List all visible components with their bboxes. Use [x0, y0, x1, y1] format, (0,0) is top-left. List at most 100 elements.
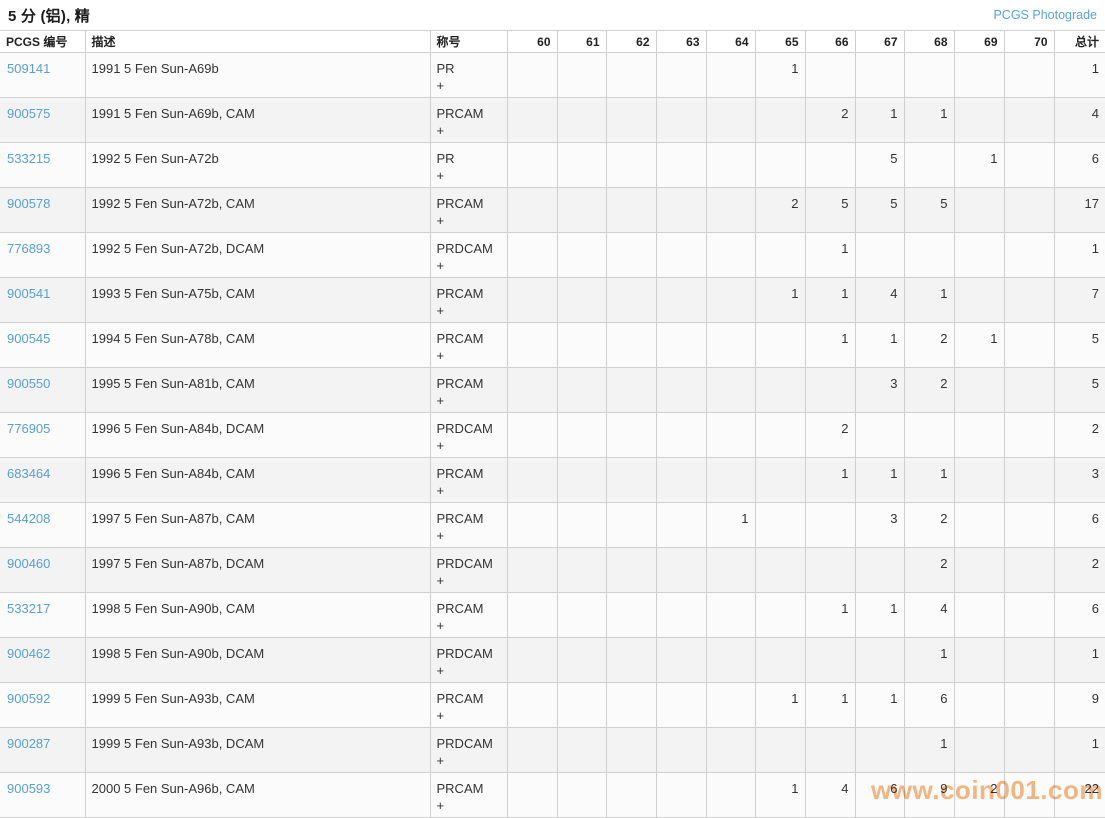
grade-62-count	[605, 97, 657, 143]
pcgs-number-cell: 533215	[0, 142, 86, 188]
grade-64-count	[705, 457, 756, 503]
designation-label: PRDCAM +	[429, 412, 508, 458]
grade-63-count	[655, 277, 707, 323]
pcgs-number-link[interactable]: 900287	[7, 736, 51, 751]
grade-63-count	[655, 637, 707, 683]
grade-60-count	[506, 412, 558, 458]
pcgs-number-link[interactable]: 900578	[7, 196, 51, 211]
grade-64-count	[705, 637, 756, 683]
grade-67-count: 5	[854, 187, 905, 233]
grade-60-count	[506, 592, 558, 638]
grade-68-count	[903, 232, 955, 278]
coin-description: 1995 5 Fen Sun-A81b, CAM	[84, 367, 431, 413]
coin-description: 1994 5 Fen Sun-A78b, CAM	[84, 322, 431, 368]
table-row: 900593 2000 5 Fen Sun-A96b, CAM PRCAM + …	[0, 772, 1105, 818]
grade-69-count	[953, 367, 1005, 413]
pcgs-number-cell: 900462	[0, 637, 86, 683]
pcgs-number-link[interactable]: 776905	[7, 421, 51, 436]
grade-69-count	[953, 547, 1005, 593]
table-row: 900460 1997 5 Fen Sun-A87b, DCAM PRDCAM …	[0, 547, 1105, 593]
grade-68-count: 2	[903, 547, 955, 593]
grade-60-count	[506, 97, 558, 143]
pcgs-number-link[interactable]: 900462	[7, 646, 51, 661]
grade-63-count	[655, 232, 707, 278]
grade-70-count	[1003, 457, 1055, 503]
table-row: 776893 1992 5 Fen Sun-A72b, DCAM PRDCAM …	[0, 232, 1105, 278]
pcgs-number-cell: 683464	[0, 457, 86, 503]
grade-63-count	[655, 547, 707, 593]
grade-66-count: 2	[804, 97, 856, 143]
table-row: 533217 1998 5 Fen Sun-A90b, CAM PRCAM + …	[0, 592, 1105, 638]
coin-description: 1993 5 Fen Sun-A75b, CAM	[84, 277, 431, 323]
grade-70-count	[1003, 682, 1055, 728]
grade-60-count	[506, 772, 558, 818]
grade-70-count	[1003, 727, 1055, 773]
pcgs-number-link[interactable]: 900541	[7, 286, 51, 301]
grade-69-count	[953, 412, 1005, 458]
grade-60-count	[506, 142, 558, 188]
pcgs-number-cell: 900460	[0, 547, 86, 593]
pcgs-number-link[interactable]: 900460	[7, 556, 51, 571]
coin-description: 1998 5 Fen Sun-A90b, CAM	[84, 592, 431, 638]
grade-63-count	[655, 682, 707, 728]
designation-label: PRCAM +	[429, 457, 508, 503]
grade-63-count	[655, 142, 707, 188]
pcgs-number-link[interactable]: 544208	[7, 511, 51, 526]
pcgs-number-link[interactable]: 900550	[7, 376, 51, 391]
grade-64-count	[705, 592, 756, 638]
pcgs-number-link[interactable]: 900545	[7, 331, 51, 346]
grade-70-count	[1003, 592, 1055, 638]
pcgs-number-link[interactable]: 776893	[7, 241, 51, 256]
grade-63-count	[655, 367, 707, 413]
designation-label: PRCAM +	[429, 187, 508, 233]
grade-68-count: 2	[903, 502, 955, 548]
grade-62-count	[605, 502, 657, 548]
grade-70-count	[1003, 502, 1055, 548]
table-row: 900550 1995 5 Fen Sun-A81b, CAM PRCAM + …	[0, 367, 1105, 413]
table-row: 776905 1996 5 Fen Sun-A84b, DCAM PRDCAM …	[0, 412, 1105, 458]
pcgs-number-cell: 900545	[0, 322, 86, 368]
grade-60-count	[506, 277, 558, 323]
grade-66-count: 1	[804, 322, 856, 368]
grade-69-count	[953, 232, 1005, 278]
grade-67-count: 6	[854, 772, 905, 818]
pcgs-number-link[interactable]: 900592	[7, 691, 51, 706]
grade-60-count	[506, 637, 558, 683]
designation-label: PRCAM +	[429, 502, 508, 548]
total-count: 1	[1053, 232, 1105, 278]
grade-70-count	[1003, 142, 1055, 188]
grade-65-count: 1	[754, 772, 806, 818]
grade-61-count	[556, 367, 607, 413]
pcgs-number-link[interactable]: 900593	[7, 781, 51, 796]
grade-67-count	[854, 637, 905, 683]
grade-63-count	[655, 457, 707, 503]
pcgs-number-link[interactable]: 509141	[7, 61, 51, 76]
pcgs-number-link[interactable]: 900575	[7, 106, 51, 121]
grade-64-count	[705, 412, 756, 458]
designation-label: PRCAM +	[429, 772, 508, 818]
grade-68-count: 1	[903, 277, 955, 323]
grade-61-count	[556, 412, 607, 458]
grade-63-count	[655, 502, 707, 548]
grade-62-count	[605, 727, 657, 773]
grade-64-count	[705, 142, 756, 188]
pcgs-number-link[interactable]: 533215	[7, 151, 51, 166]
pcgs-number-link[interactable]: 683464	[7, 466, 51, 481]
table-row: 900545 1994 5 Fen Sun-A78b, CAM PRCAM + …	[0, 322, 1105, 368]
table-row: 900578 1992 5 Fen Sun-A72b, CAM PRCAM + …	[0, 187, 1105, 233]
header-grade-60: 60	[506, 30, 558, 53]
coin-description: 1992 5 Fen Sun-A72b	[84, 142, 431, 188]
pcgs-number-link[interactable]: 533217	[7, 601, 51, 616]
total-count: 3	[1053, 457, 1105, 503]
grade-63-count	[655, 772, 707, 818]
grade-69-count	[953, 52, 1005, 98]
grade-61-count	[556, 772, 607, 818]
grade-66-count: 1	[804, 277, 856, 323]
grade-60-count	[506, 502, 558, 548]
grade-66-count: 2	[804, 412, 856, 458]
grade-69-count	[953, 97, 1005, 143]
grade-69-count	[953, 502, 1005, 548]
grade-69-count	[953, 187, 1005, 233]
coin-description: 2000 5 Fen Sun-A96b, CAM	[84, 772, 431, 818]
pcgs-photograde-link[interactable]: PCGS Photograde	[993, 8, 1097, 22]
